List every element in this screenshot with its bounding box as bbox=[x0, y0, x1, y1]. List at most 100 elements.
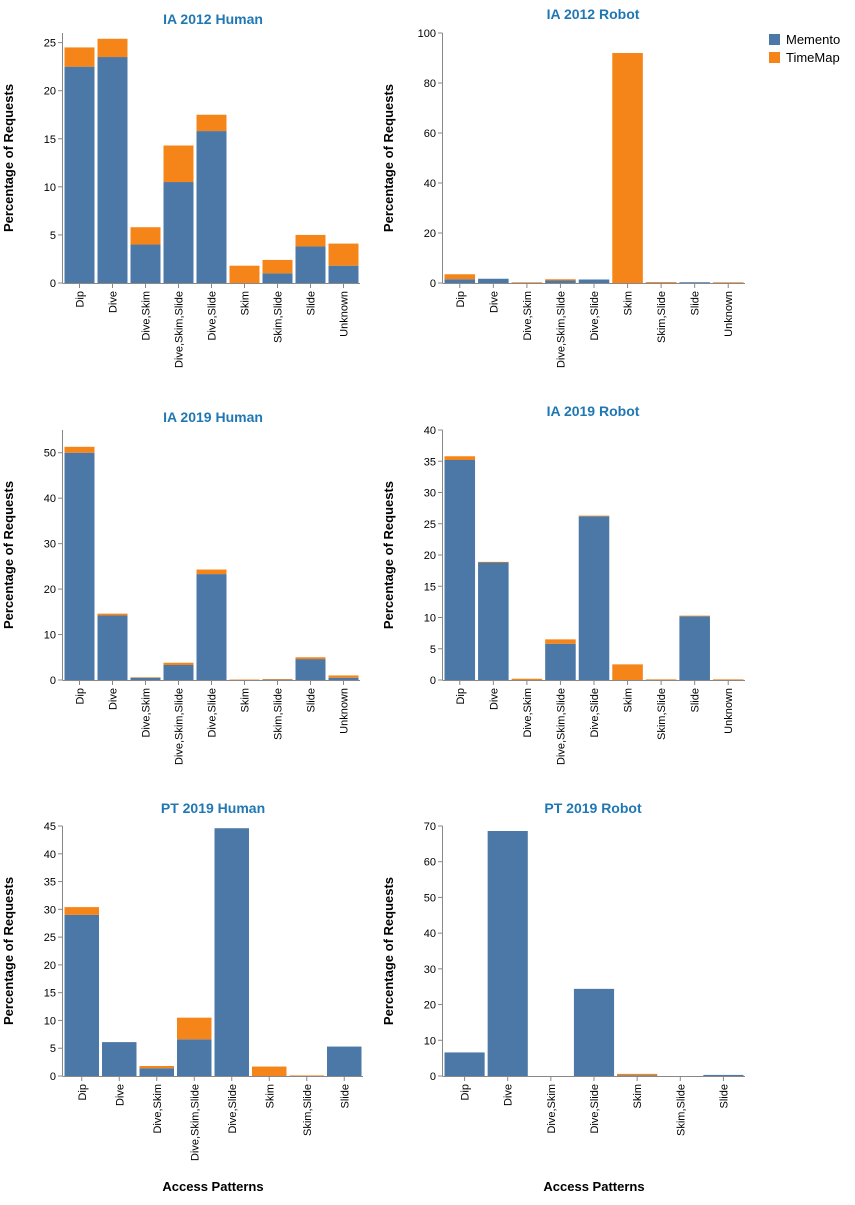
y-tick-label: 20 bbox=[44, 86, 56, 98]
y-axis-label: Percentage of Requests bbox=[1, 84, 16, 232]
bars bbox=[444, 456, 744, 680]
y-axis-label: Percentage of Requests bbox=[381, 877, 396, 1025]
y-tick-label: 10 bbox=[44, 630, 56, 642]
legend-swatch-timemap bbox=[769, 52, 780, 63]
x-tick-label: Dive,Skim,Slide bbox=[555, 291, 567, 368]
x-tick-label: Dive,Slide bbox=[207, 291, 219, 341]
bar-timemap-slide bbox=[295, 657, 326, 660]
bar-timemap-unknown bbox=[712, 282, 744, 283]
y-axis-label: Percentage of Requests bbox=[1, 877, 16, 1025]
x-tick-label: Dive,Slide bbox=[227, 1084, 239, 1134]
chart-title: IA 2012 Robot bbox=[547, 6, 640, 22]
x-tick-label: Slide bbox=[339, 1084, 351, 1108]
x-tick-label: Dive,Skim,Slide bbox=[174, 688, 186, 765]
y-axis-label: Percentage of Requests bbox=[1, 481, 16, 629]
bar-timemap-unknown bbox=[328, 675, 359, 678]
x-tick-label: Dive bbox=[503, 1084, 515, 1106]
x-tick-label: Dive,Skim bbox=[141, 291, 153, 341]
x-tick-label: Dive,Slide bbox=[207, 688, 219, 738]
x-tick-label: Dive,Skim,Slide bbox=[189, 1084, 201, 1161]
bar-memento-dive-slide bbox=[578, 516, 610, 680]
y-tick-label: 15 bbox=[44, 988, 56, 1000]
y-tick-label: 30 bbox=[44, 904, 56, 916]
y-tick-label: 40 bbox=[424, 928, 436, 940]
bar-timemap-dive-skim bbox=[511, 678, 543, 680]
legend: Memento TimeMap bbox=[769, 32, 840, 65]
bar-memento-skim-slide bbox=[262, 273, 293, 283]
y-tick-label: 25 bbox=[44, 932, 56, 944]
bar-timemap-dip bbox=[444, 274, 476, 280]
bar-timemap-slide bbox=[679, 615, 710, 617]
chart-title: PT 2019 Human bbox=[161, 800, 265, 816]
y-tick-label: 0 bbox=[430, 278, 436, 290]
bar-timemap-dive-slide bbox=[196, 114, 227, 132]
bars bbox=[64, 38, 359, 284]
y-tick-label: 5 bbox=[50, 1043, 56, 1055]
bar-memento-dive-slide bbox=[573, 988, 615, 1076]
bar-timemap-dive-skim-slide bbox=[163, 662, 194, 665]
x-tick-label: Dip bbox=[455, 688, 467, 705]
x-tick-label: Skim,Slide bbox=[273, 291, 285, 343]
bar-timemap-dive-skim-slide bbox=[163, 145, 194, 183]
x-tick-label: Dive,Slide bbox=[589, 1084, 601, 1134]
y-tick-label: 20 bbox=[44, 584, 56, 596]
x-tick-label: Dip bbox=[77, 1084, 89, 1101]
x-tick-label: Skim,Slide bbox=[675, 1084, 687, 1136]
y-tick-label: 35 bbox=[44, 877, 56, 889]
x-tick-label: Dive,Skim,Slide bbox=[174, 291, 186, 368]
bar-timemap-dive-skim bbox=[130, 227, 161, 245]
bar-memento-dive-skim bbox=[139, 1068, 174, 1076]
x-tick-label: Unknown bbox=[339, 291, 351, 337]
bar-timemap-dive-skim bbox=[130, 677, 161, 678]
y-tick-label: 5 bbox=[50, 230, 56, 242]
x-tick-label: Unknown bbox=[723, 291, 735, 337]
bar-memento-dive bbox=[487, 831, 528, 1076]
bar-memento-unknown bbox=[328, 677, 359, 680]
bar-memento-dip bbox=[64, 66, 95, 284]
x-tick-label: Dive bbox=[108, 688, 120, 710]
bar-timemap-skim bbox=[229, 265, 260, 283]
bar-timemap-dive bbox=[97, 613, 128, 616]
bar-timemap-dive-skim-slide bbox=[545, 639, 576, 644]
x-tick-label: Skim,Slide bbox=[302, 1084, 314, 1136]
y-tick-label: 50 bbox=[424, 892, 436, 904]
y-tick-label: 80 bbox=[424, 78, 436, 90]
bar-memento-dive bbox=[97, 615, 128, 680]
y-tick-label: 0 bbox=[50, 675, 56, 687]
chart-title: IA 2019 Robot bbox=[547, 403, 640, 419]
x-tick-label: Dip bbox=[75, 688, 87, 705]
x-tick-label: Slide bbox=[690, 688, 702, 712]
bar-memento-dive-slide bbox=[196, 574, 227, 680]
y-tick-label: 15 bbox=[44, 134, 56, 146]
bar-memento-dive-skim-slide bbox=[545, 643, 576, 680]
chart-panel-5: PT 2019 Human Percentage of Requests 0 5 10 1… bbox=[1, 800, 363, 1194]
bar-memento-dive-skim-slide bbox=[163, 182, 194, 283]
bar-timemap-skim bbox=[612, 664, 643, 680]
bar-memento-dive bbox=[97, 57, 128, 284]
bar-timemap-skim-slide bbox=[262, 679, 293, 680]
bar-memento-dive bbox=[478, 562, 509, 680]
bar-timemap-dip bbox=[444, 456, 476, 460]
x-tick-label: Dip bbox=[455, 291, 467, 308]
bar-timemap-skim-slide bbox=[262, 259, 293, 274]
x-tick-label: Skim bbox=[623, 291, 635, 315]
x-tick-label: Skim bbox=[240, 688, 252, 712]
bar-memento-slide bbox=[703, 1074, 744, 1076]
bar-memento-dive-skim bbox=[130, 244, 161, 283]
bar-memento-dive-skim-slide bbox=[163, 665, 194, 680]
y-tick-label: 25 bbox=[44, 38, 56, 50]
bar-memento-dive-slide bbox=[578, 279, 610, 283]
y-tick-label: 40 bbox=[424, 425, 436, 437]
bar-timemap-dip bbox=[64, 446, 95, 453]
x-tick-label: Skim bbox=[623, 688, 635, 712]
bar-timemap-skim-slide bbox=[645, 679, 677, 680]
chart-panel-2: IA 2012 Robot Percentage of Requests 0 20 40… bbox=[381, 6, 745, 368]
bar-timemap-skim bbox=[229, 679, 260, 681]
x-axis-label: Access Patterns bbox=[543, 1179, 644, 1194]
bar-timemap-dive bbox=[97, 38, 128, 58]
x-axis-label: Access Patterns bbox=[162, 1179, 263, 1194]
y-tick-label: 10 bbox=[424, 1035, 436, 1047]
x-tick-label: Skim,Slide bbox=[273, 688, 285, 740]
legend-label-memento: Memento bbox=[786, 32, 840, 47]
